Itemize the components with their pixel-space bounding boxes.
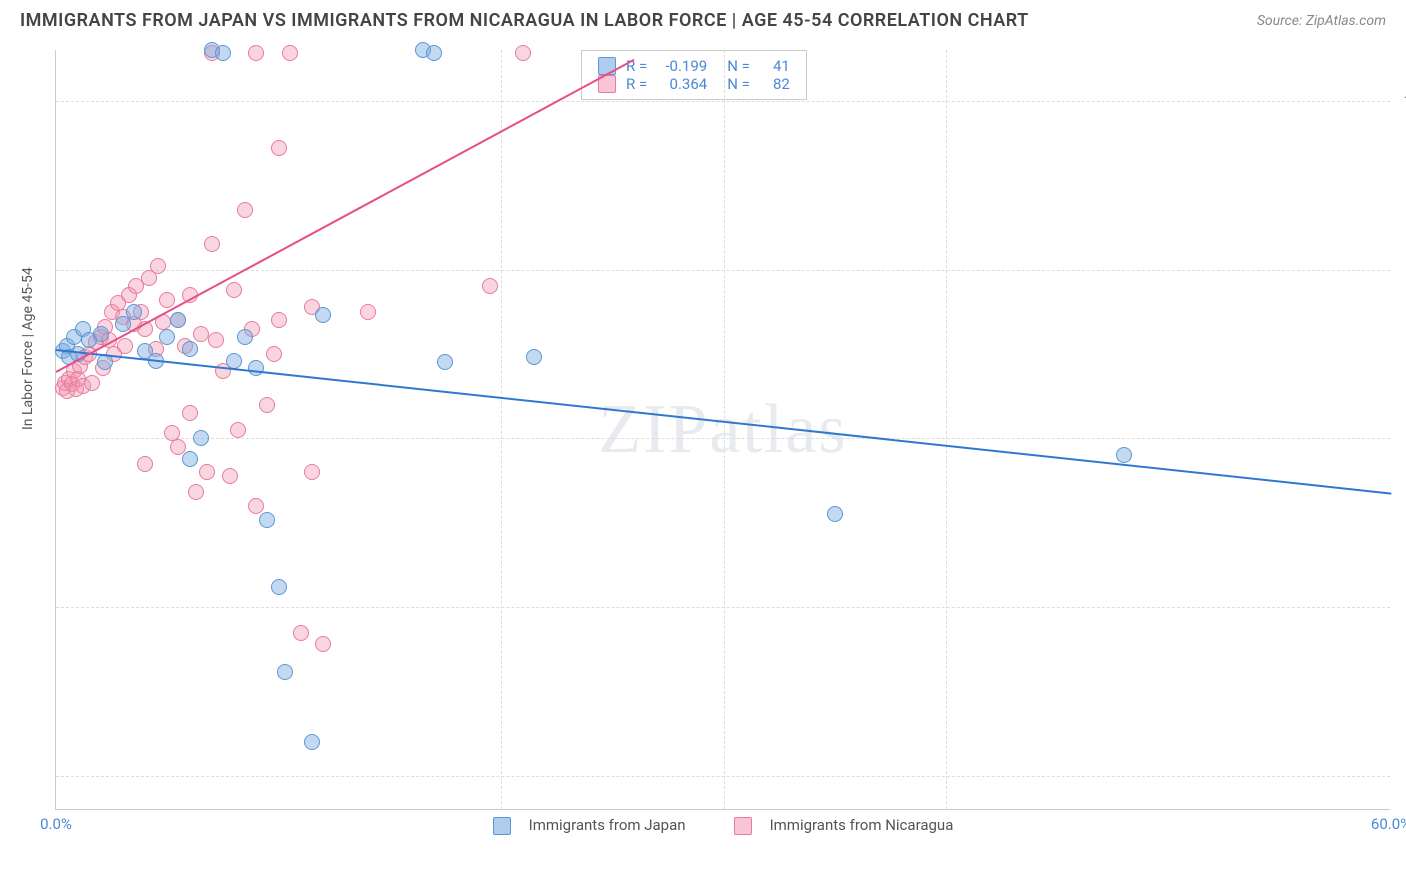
data-point-japan (126, 304, 142, 320)
data-point-nicaragua (360, 304, 376, 320)
n-label: N = (727, 75, 750, 93)
data-point-japan (426, 45, 442, 61)
data-point-nicaragua (515, 45, 531, 61)
data-point-japan (170, 312, 186, 328)
data-point-nicaragua (204, 236, 220, 252)
data-point-nicaragua (150, 258, 166, 274)
legend-stats: R = -0.199 N = 41 R = 0.364 N = 82 (581, 50, 807, 100)
data-point-nicaragua (182, 405, 198, 421)
data-point-nicaragua (248, 498, 264, 514)
data-point-japan (437, 354, 453, 370)
data-point-japan (259, 512, 275, 528)
data-point-nicaragua (248, 45, 264, 61)
data-point-japan (159, 329, 175, 345)
header: IMMIGRANTS FROM JAPAN VS IMMIGRANTS FROM… (0, 0, 1406, 41)
n-label: N = (727, 57, 750, 75)
data-point-nicaragua (259, 397, 275, 413)
data-point-nicaragua (293, 625, 309, 641)
data-point-japan (182, 341, 198, 357)
data-point-japan (215, 45, 231, 61)
data-point-japan (1116, 447, 1132, 463)
data-point-nicaragua (222, 468, 238, 484)
chart-title: IMMIGRANTS FROM JAPAN VS IMMIGRANTS FROM… (20, 10, 1029, 31)
data-point-nicaragua (193, 326, 209, 342)
data-point-japan (277, 664, 293, 680)
data-point-nicaragua (230, 422, 246, 438)
data-point-nicaragua (137, 456, 153, 472)
data-point-nicaragua (117, 338, 133, 354)
r-label: R = (626, 75, 647, 93)
data-point-japan (93, 326, 109, 342)
gridline-v (501, 50, 502, 809)
r-label: R = (626, 57, 647, 75)
source-label: Source: ZipAtlas.com (1257, 13, 1386, 29)
legend-series: Immigrants from Japan Immigrants from Nic… (56, 816, 1390, 835)
gridline-v (724, 50, 725, 809)
n-value: 82 (760, 75, 790, 93)
y-axis-label: In Labor Force | Age 45-54 (20, 267, 36, 430)
gridline-v (946, 50, 947, 809)
chart-container: IMMIGRANTS FROM JAPAN VS IMMIGRANTS FROM… (0, 0, 1406, 892)
data-point-nicaragua (199, 464, 215, 480)
data-point-nicaragua (208, 332, 224, 348)
data-point-nicaragua (482, 278, 498, 294)
legend-stat-row: R = -0.199 N = 41 (598, 57, 790, 75)
legend-item: Immigrants from Nicaragua (722, 816, 966, 834)
data-point-nicaragua (226, 282, 242, 298)
data-point-nicaragua (304, 464, 320, 480)
data-point-nicaragua (237, 202, 253, 218)
data-point-japan (315, 307, 331, 323)
data-point-nicaragua (271, 312, 287, 328)
data-point-japan (193, 430, 209, 446)
x-tick-label: 60.0% (1371, 815, 1406, 833)
legend-item: Immigrants from Japan (481, 816, 698, 834)
data-point-japan (271, 579, 287, 595)
data-point-japan (226, 353, 242, 369)
data-point-nicaragua (84, 375, 100, 391)
data-point-nicaragua (282, 45, 298, 61)
data-point-japan (526, 349, 542, 365)
trend-line-nicaragua (56, 59, 635, 373)
legend-label: Immigrants from Nicaragua (770, 816, 954, 834)
legend-swatch (493, 817, 511, 835)
legend-label: Immigrants from Japan (529, 816, 686, 834)
r-value: -0.199 (657, 57, 707, 75)
data-point-nicaragua (266, 346, 282, 362)
data-point-nicaragua (188, 484, 204, 500)
legend-swatch (734, 817, 752, 835)
data-point-nicaragua (271, 140, 287, 156)
legend-stat-row: R = 0.364 N = 82 (598, 75, 790, 93)
data-point-nicaragua (159, 292, 175, 308)
data-point-japan (182, 451, 198, 467)
data-point-nicaragua (315, 636, 331, 652)
data-point-japan (827, 506, 843, 522)
n-value: 41 (760, 57, 790, 75)
x-tick-label: 0.0% (40, 815, 72, 833)
data-point-japan (304, 734, 320, 750)
data-point-japan (237, 329, 253, 345)
plot-area: ZIPatlas R =-0.199N =41R =0.364N =82 Imm… (55, 50, 1390, 810)
r-value: 0.364 (657, 75, 707, 93)
